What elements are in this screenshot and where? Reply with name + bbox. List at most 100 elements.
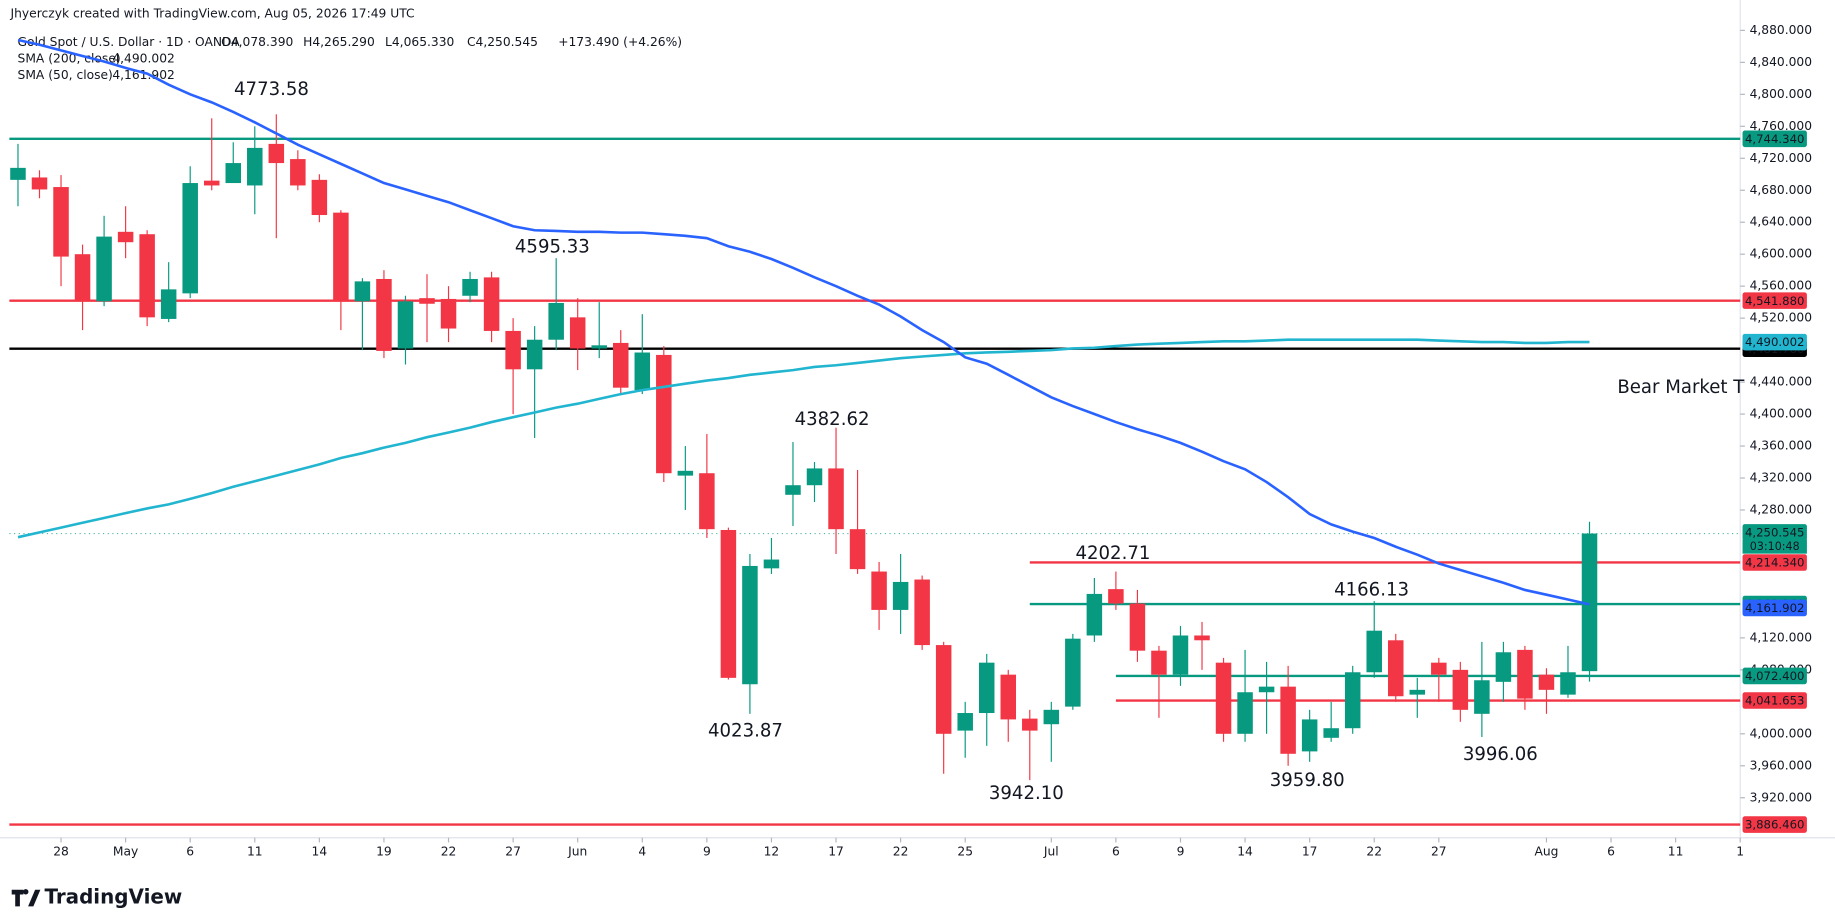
- legend-symbol: Gold Spot / U.S. Dollar · 1D · OANDA: [18, 35, 241, 49]
- logo-icon: [11, 889, 41, 907]
- level-badge-bg: [1742, 692, 1807, 709]
- x-tick-label: 22: [893, 844, 909, 858]
- annotation: 3959.80: [1270, 770, 1345, 791]
- candle-body: [613, 342, 629, 388]
- level-badge-label: 3,886.460: [1745, 818, 1804, 832]
- candle-body: [526, 339, 543, 370]
- candle-body: [1560, 672, 1576, 695]
- x-tick-label: 27: [1431, 844, 1447, 858]
- last-price-badge-bg: [1742, 524, 1807, 541]
- candle-body: [892, 581, 909, 610]
- candle-body: [139, 234, 155, 318]
- y-tick-label: 4,560.000: [1750, 279, 1813, 293]
- candle-body: [1065, 638, 1081, 707]
- annotation: 3996.06: [1463, 744, 1538, 765]
- x-tick-label: May: [113, 844, 138, 858]
- candle-body: [290, 159, 306, 186]
- y-tick-label: 4,280.000: [1750, 502, 1813, 516]
- y-tick-label: 4,440.000: [1750, 375, 1813, 389]
- candle-body: [440, 298, 457, 329]
- sma-badge: 4,161.902: [1742, 599, 1807, 617]
- sma-badge-bg: [1742, 599, 1807, 617]
- candle-body: [182, 183, 198, 294]
- x-tick-label: 14: [312, 844, 328, 858]
- level-badge-bg: [1742, 554, 1807, 571]
- candle-body: [1022, 718, 1038, 731]
- sma-line: [17, 38, 1590, 606]
- sma-badge-bg: [1742, 333, 1807, 351]
- x-tick-label: 22: [441, 844, 457, 858]
- candle-body: [634, 352, 651, 391]
- candle-body: [354, 281, 371, 302]
- y-tick-label: 4,880.000: [1750, 23, 1813, 37]
- legend-sma-value: 4,490.002: [112, 52, 174, 66]
- sma-badge: 4,490.002: [1742, 333, 1807, 351]
- candle-body: [247, 147, 263, 186]
- candle-body: [462, 278, 478, 296]
- credit: Jhyerczyk created with TradingView.com, …: [10, 7, 415, 21]
- x-tick-label: Jul: [1043, 844, 1059, 858]
- candle-body: [74, 254, 91, 302]
- candle-body: [1431, 662, 1447, 675]
- x-tick-label: 1: [1736, 844, 1744, 858]
- y-tick-label: 3,920.000: [1750, 790, 1813, 804]
- annotation: 4773.58: [234, 79, 309, 100]
- y-tick-label: 4,600.000: [1750, 247, 1813, 261]
- y-tick-label: 4,520.000: [1750, 311, 1813, 325]
- y-tick-label: 4,400.000: [1750, 407, 1813, 421]
- x-tick-label: 12: [764, 844, 780, 858]
- candle-body: [871, 571, 887, 610]
- x-tick-label: 27: [505, 844, 521, 858]
- annotation: 4202.71: [1075, 543, 1150, 564]
- candle-body: [1194, 635, 1210, 641]
- candle-body: [1581, 533, 1598, 672]
- candle-body: [53, 187, 69, 257]
- candle-body: [117, 231, 134, 243]
- candle-body: [677, 470, 694, 476]
- candle-body: [914, 579, 930, 646]
- x-tick-label: 6: [1112, 844, 1120, 858]
- x-tick-label: 22: [1366, 844, 1382, 858]
- candle-body: [978, 662, 995, 714]
- sma-badge-label: 4,490.002: [1745, 335, 1804, 349]
- candle-body: [763, 559, 780, 569]
- x-tick-label: 14: [1237, 844, 1253, 858]
- level-badge: 4,041.653: [1742, 692, 1807, 709]
- candle-body: [31, 177, 48, 190]
- x-tick-label: 6: [1607, 844, 1615, 858]
- legend-sma-value: 4,161.902: [112, 68, 174, 82]
- y-tick-label: 4,640.000: [1750, 215, 1813, 229]
- candle-body: [376, 278, 392, 351]
- candle-body: [591, 345, 607, 349]
- candle-body: [397, 301, 414, 349]
- candle-body: [1280, 686, 1296, 754]
- level-badge-label: 4,744.340: [1745, 132, 1804, 146]
- countdown-bg: [1742, 539, 1807, 554]
- candle-body: [225, 163, 242, 184]
- candle-body: [203, 180, 220, 186]
- brand-logo: TradingView: [11, 884, 182, 909]
- y-tick-label: 4,360.000: [1750, 438, 1813, 452]
- candle-body: [1344, 672, 1361, 729]
- annotation: 3942.10: [989, 783, 1064, 804]
- legend-ohlc: +173.490 (+4.26%): [558, 35, 682, 49]
- candle-body: [333, 212, 349, 302]
- candle-body: [742, 565, 758, 685]
- legend-ohlc: C4,250.545: [467, 35, 538, 49]
- level-badge-label: 4,214.340: [1745, 556, 1804, 570]
- candle-body: [1517, 649, 1533, 699]
- candle-body: [419, 298, 435, 304]
- candle-body: [1237, 692, 1253, 734]
- candle-body: [1108, 589, 1124, 604]
- last-price-badge-label: 4,250.545: [1745, 525, 1804, 539]
- sma-badge-label: 4,161.902: [1745, 601, 1804, 615]
- legend-sma-name: SMA (200, close): [18, 52, 121, 66]
- annotation: Bear Market T: [1617, 377, 1745, 398]
- x-tick-label: 9: [703, 844, 711, 858]
- candle-body: [806, 468, 823, 486]
- legend-sma-name: SMA (50, close): [18, 68, 113, 82]
- annotation: 4382.62: [795, 409, 870, 430]
- x-tick-label: 4: [638, 844, 646, 858]
